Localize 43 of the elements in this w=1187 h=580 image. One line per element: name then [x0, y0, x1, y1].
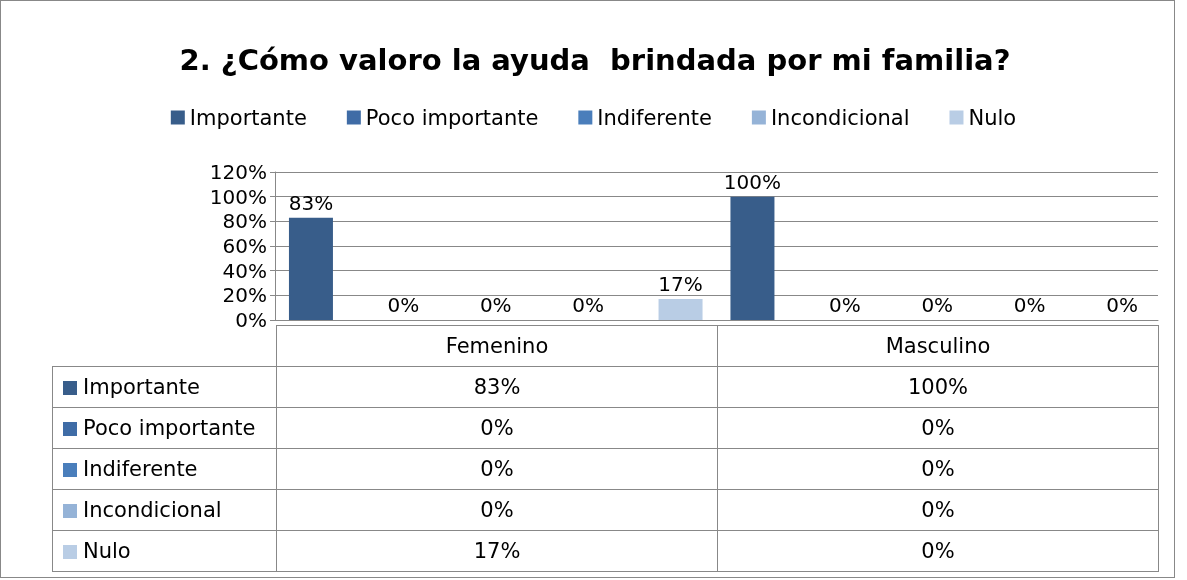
- text: 17%: [658, 272, 703, 297]
- legend-label: Poco importante: [365, 105, 539, 130]
- text: 0%: [1106, 293, 1138, 317]
- text: 0%: [387, 293, 420, 317]
- y-tick-label: 80%: [222, 209, 267, 234]
- data-label: 0%: [717, 407, 1159, 449]
- x-tick-label: Masculino: [717, 325, 1159, 367]
- text: Nulo: [83, 539, 131, 563]
- legend-label: Indiferente: [597, 105, 712, 130]
- text: Importante: [83, 375, 201, 399]
- bar: [288, 217, 333, 320]
- text: 0%: [828, 293, 861, 317]
- y-tick-label: 100%: [209, 184, 267, 209]
- data-label: 83%: [276, 366, 718, 408]
- legend-label: Nulo: [968, 105, 1017, 130]
- text: Indiferente: [83, 457, 198, 481]
- y-tick-label: 120%: [209, 160, 267, 184]
- data-label: 100%: [717, 366, 1159, 408]
- bar: [658, 299, 703, 320]
- y-tick-label: 60%: [222, 234, 267, 258]
- bar: [730, 196, 775, 320]
- text: 0%: [921, 293, 954, 317]
- x-tick-label: Femenino: [276, 325, 718, 367]
- chart-title: 2. ¿Cómo valoro la ayuda brindada por mi familia?: [179, 42, 1011, 77]
- y-tick-label: 40%: [222, 258, 267, 283]
- text: 0%: [572, 293, 605, 317]
- text: 0%: [479, 293, 512, 317]
- text: Incondicional: [83, 498, 222, 522]
- data-label: 0%: [276, 448, 718, 490]
- data-label: 0%: [276, 407, 718, 449]
- data-label: 0%: [717, 530, 1159, 572]
- text: Poco importante: [83, 416, 256, 440]
- data-label: 0%: [717, 489, 1159, 531]
- y-tick-label: 20%: [222, 283, 267, 308]
- data-label: 0%: [717, 448, 1159, 490]
- text: 83%: [288, 190, 334, 215]
- data-label: 17%: [276, 530, 718, 572]
- y-tick-label: 0%: [235, 308, 267, 332]
- legend-label: Incondicional: [770, 105, 910, 130]
- data-label: 0%: [276, 489, 718, 531]
- text: 0%: [1013, 293, 1046, 317]
- text: 100%: [723, 169, 782, 194]
- legend-label: Importante: [189, 105, 307, 130]
